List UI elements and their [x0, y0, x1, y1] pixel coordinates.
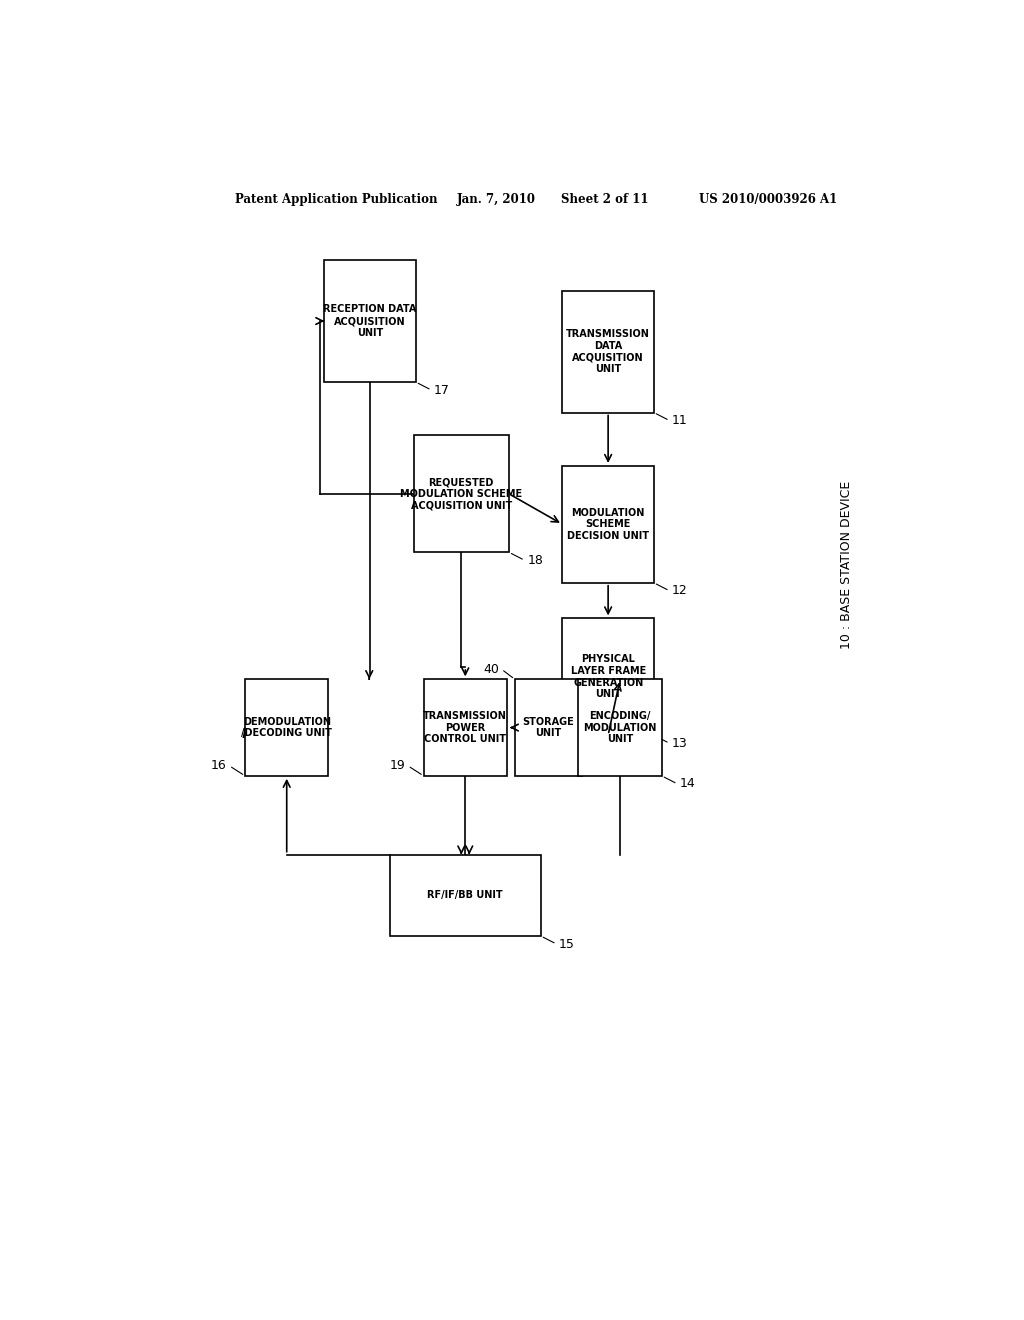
Text: ENCODING/
MODULATION
UNIT: ENCODING/ MODULATION UNIT [584, 711, 656, 744]
Text: STORAGE
UNIT: STORAGE UNIT [522, 717, 574, 738]
Text: 15: 15 [559, 937, 574, 950]
Text: 19: 19 [389, 759, 406, 772]
Text: 13: 13 [672, 737, 688, 750]
Text: 40: 40 [483, 663, 499, 676]
Bar [562, 618, 653, 735]
Text: Jan. 7, 2010: Jan. 7, 2010 [458, 193, 537, 206]
Text: 11: 11 [672, 414, 688, 428]
Text: RF/IF/BB UNIT: RF/IF/BB UNIT [427, 890, 503, 900]
Bar [414, 436, 509, 552]
Text: MODULATION
SCHEME
DECISION UNIT: MODULATION SCHEME DECISION UNIT [567, 508, 649, 541]
Text: 12: 12 [672, 585, 688, 598]
Text: FIG.2: FIG.2 [242, 723, 292, 742]
Text: PHYSICAL
LAYER FRAME
GENERATION
UNIT: PHYSICAL LAYER FRAME GENERATION UNIT [570, 655, 646, 700]
Bar [515, 680, 583, 776]
Bar [562, 466, 653, 582]
Text: 18: 18 [527, 554, 543, 566]
Text: TRANSMISSION
POWER
CONTROL UNIT: TRANSMISSION POWER CONTROL UNIT [423, 711, 507, 744]
Text: TRANSMISSION
DATA
ACQUISITION
UNIT: TRANSMISSION DATA ACQUISITION UNIT [566, 329, 650, 374]
Text: 10 : BASE STATION DEVICE: 10 : BASE STATION DEVICE [840, 480, 853, 649]
Text: Patent Application Publication: Patent Application Publication [236, 193, 437, 206]
Bar [245, 680, 329, 776]
Text: 16: 16 [211, 759, 226, 772]
Bar [424, 680, 507, 776]
Text: 14: 14 [680, 777, 695, 791]
Text: US 2010/0003926 A1: US 2010/0003926 A1 [699, 193, 838, 206]
Text: 17: 17 [434, 384, 450, 396]
Bar [562, 290, 653, 412]
Bar [579, 680, 662, 776]
Text: RECEPTION DATA
ACQUISITION
UNIT: RECEPTION DATA ACQUISITION UNIT [324, 305, 417, 338]
Bar [325, 260, 416, 381]
Bar [390, 854, 541, 936]
Text: REQUESTED
MODULATION SCHEME
ACQUISITION UNIT: REQUESTED MODULATION SCHEME ACQUISITION … [400, 478, 522, 511]
Text: DEMODULATION
/DECODING UNIT: DEMODULATION /DECODING UNIT [242, 717, 332, 738]
Text: Sheet 2 of 11: Sheet 2 of 11 [560, 193, 648, 206]
